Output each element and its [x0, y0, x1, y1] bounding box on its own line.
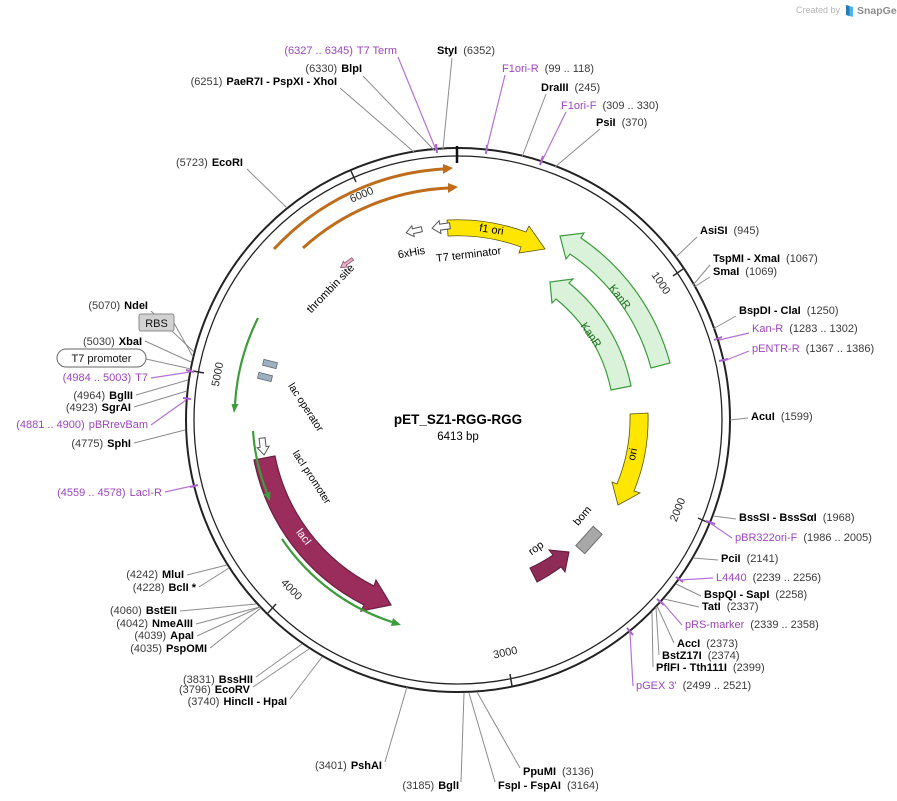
ring-position-5000: 5000 — [210, 361, 226, 387]
ring-position-2000: 2000 — [668, 496, 688, 523]
ring-position-3000: 3000 — [492, 645, 518, 662]
feature-thrombin-site-label[interactable]: thrombin site — [305, 262, 357, 316]
feature-thrombin-site-glyph[interactable] — [338, 256, 355, 270]
feature-f1-ori-arrow[interactable] — [446, 219, 546, 254]
enzyme-label-bssSI[interactable]: BssSI - BssSαI (1968) — [739, 512, 854, 524]
enzyme-label-draIII[interactable]: DraIII (245) — [541, 82, 600, 94]
primer-label-prs-marker[interactable]: pRS-marker (2339 .. 2358) — [685, 619, 819, 631]
plasmid-name: pET_SZ1-RGG-RGG — [394, 412, 522, 427]
primer-label-pbr322ori-f[interactable]: pBR322ori-F (1986 .. 2005) — [735, 532, 872, 544]
feature-laci-arrow[interactable] — [253, 455, 392, 612]
enzyme-label-ppuMI[interactable]: PpuMI (3136) — [523, 766, 594, 778]
feature-t7-terminator-glyph[interactable] — [431, 219, 451, 235]
enzyme-label-acuI[interactable]: AcuI (1599) — [751, 411, 813, 423]
watermark: Created by SnapGene — [796, 5, 897, 17]
feature-laci-promoter-glyph[interactable] — [256, 437, 271, 456]
feature-t7-terminator-label[interactable]: T7 terminator — [435, 245, 502, 265]
feature-rop-arrow[interactable] — [529, 549, 570, 583]
feature-bom-label[interactable]: bom — [571, 504, 594, 528]
ring-position-4000: 4000 — [278, 577, 304, 603]
primer-label-kan-r[interactable]: Kan-R (1283 .. 1302) — [752, 323, 858, 335]
enzyme-label-sphI[interactable]: (4775) SphI — [71, 438, 131, 450]
feature-6xhis-label[interactable]: 6xHis — [397, 245, 427, 262]
primer-label-laci-r[interactable]: (4559 .. 4578) LacI-R — [57, 487, 162, 499]
enzyme-label-smaI[interactable]: SmaI (1069) — [713, 266, 777, 278]
enzyme-label-bssHII[interactable]: (3831) BssHII — [183, 674, 253, 686]
t7-promoter-label-box[interactable]: T7 promoter — [56, 348, 147, 368]
ring-position-1000: 1000 — [649, 270, 673, 297]
enzyme-label-blpI[interactable]: (6330) BlpI — [305, 63, 362, 75]
watermark-created-by: Created by — [796, 5, 841, 15]
enzyme-label-pflFI[interactable]: PflFI - Tth111I (2399) — [656, 662, 765, 674]
enzyme-label-mluI[interactable]: (4242) MluI — [126, 569, 184, 581]
watermark-brand: SnapGene — [857, 5, 897, 17]
feature-kanr-arrow-outer[interactable] — [559, 232, 671, 369]
feature-6xhis-glyph[interactable] — [405, 224, 423, 238]
enzyme-label-nmeAIII[interactable]: (4042) NmeAIII — [116, 618, 193, 630]
feature-laci-promoter-label[interactable]: lacI promoter — [290, 448, 334, 506]
enzyme-label-asiSI[interactable]: AsiSI (945) — [700, 225, 759, 237]
enzyme-label-pciI[interactable]: PciI (2141) — [721, 553, 778, 565]
enzyme-label-pspOMI[interactable]: (4035) PspOMI — [130, 643, 207, 655]
enzyme-label-bclI[interactable]: (4228) BclI * — [133, 582, 197, 594]
feature-ori-arrow[interactable] — [611, 412, 649, 506]
enzyme-label-pshAI[interactable]: (3401) PshAI — [315, 760, 382, 772]
enzyme-label-bglII[interactable]: (4964) BglII — [73, 390, 133, 402]
feature-rop-label[interactable]: rop — [526, 539, 546, 558]
primer-label-f1ori-f[interactable]: F1ori-F (309 .. 330) — [561, 100, 659, 112]
snapgene-logo-icon — [846, 5, 853, 17]
position-ticks — [192, 170, 710, 687]
feature-f1-ori-label[interactable]: f1 ori — [478, 222, 504, 238]
svg-text:T7 promoter: T7 promoter — [72, 353, 132, 365]
plasmid-size: 6413 bp — [437, 431, 479, 443]
enzyme-label-bspQI[interactable]: BspQI - SapI (2258) — [704, 589, 807, 601]
primer-label-pbrrevbam[interactable]: (4881 .. 4900) pBRrevBam — [16, 419, 148, 431]
enzyme-label-sgrAI[interactable]: (4923) SgrAI — [66, 402, 131, 414]
enzyme-label-hincII[interactable]: (3740) HincII - HpaI — [188, 696, 287, 708]
feature-lac-operator-glyph[interactable] — [256, 358, 279, 383]
primer-leader-lines — [150, 56, 750, 687]
feature-lac-operator-label[interactable]: lac operator — [285, 381, 326, 434]
rbs-label-box[interactable]: RBS — [138, 313, 175, 332]
primer-label-f1ori-r[interactable]: F1ori-R (99 .. 118) — [502, 63, 594, 75]
feature-ori-label[interactable]: ori — [626, 447, 640, 461]
enzyme-label-paeR7I[interactable]: (6251) PaeR7I - PspXI - XhoI — [191, 76, 337, 88]
enzyme-label-bstEII[interactable]: (4060) BstEII — [110, 605, 177, 617]
feature-kanr-arrow-inner[interactable] — [549, 278, 632, 391]
primer-label-t7-term[interactable]: (6327 .. 6345) T7 Term — [284, 45, 397, 57]
enzyme-label-tatI[interactable]: TatI (2337) — [702, 601, 759, 613]
enzyme-label-accI[interactable]: AccI (2373) — [677, 638, 738, 650]
primer-label-pentr-r[interactable]: pENTR-R (1367 .. 1386) — [752, 343, 874, 355]
feature-bom-box[interactable] — [575, 525, 603, 555]
orf-arrows-orange[interactable] — [272, 164, 458, 251]
enzyme-label-ecoRV[interactable]: (3796) EcoRV — [179, 684, 251, 696]
svg-text:RBS: RBS — [145, 318, 168, 330]
enzyme-label-xbaI[interactable]: (5030) XbaI — [83, 336, 142, 348]
primer-label-pgex-3[interactable]: pGEX 3' (2499 .. 2521) — [636, 680, 751, 692]
enzyme-label-apaI[interactable]: (4039) ApaI — [134, 630, 194, 642]
leader-lines — [133, 57, 749, 783]
enzyme-label-ecoRI[interactable]: (5723) EcoRI — [176, 157, 243, 169]
enzyme-label-psiI[interactable]: PsiI (370) — [596, 117, 647, 129]
enzyme-label-bstZ17I[interactable]: BstZ17I (2374) — [662, 650, 740, 662]
enzyme-label-styI[interactable]: StyI (6352) — [437, 45, 495, 57]
enzyme-label-bspDI[interactable]: BspDI - ClaI (1250) — [739, 305, 839, 317]
enzyme-label-fspI[interactable]: FspI - FspAI (3164) — [498, 780, 599, 792]
primer-label-l4440[interactable]: L4440 (2239 .. 2256) — [716, 572, 821, 584]
enzyme-label-ndeI[interactable]: (5070) NdeI — [88, 300, 148, 312]
orf-arrows-green[interactable] — [231, 317, 402, 626]
enzyme-label-bglI[interactable]: (3185) BglI — [402, 780, 459, 792]
primer-label-t7[interactable]: (4984 .. 5003) T7 — [63, 372, 148, 384]
enzyme-label-tspMI[interactable]: TspMI - XmaI (1067) — [713, 253, 818, 265]
primer-site-ticks — [182, 143, 729, 636]
